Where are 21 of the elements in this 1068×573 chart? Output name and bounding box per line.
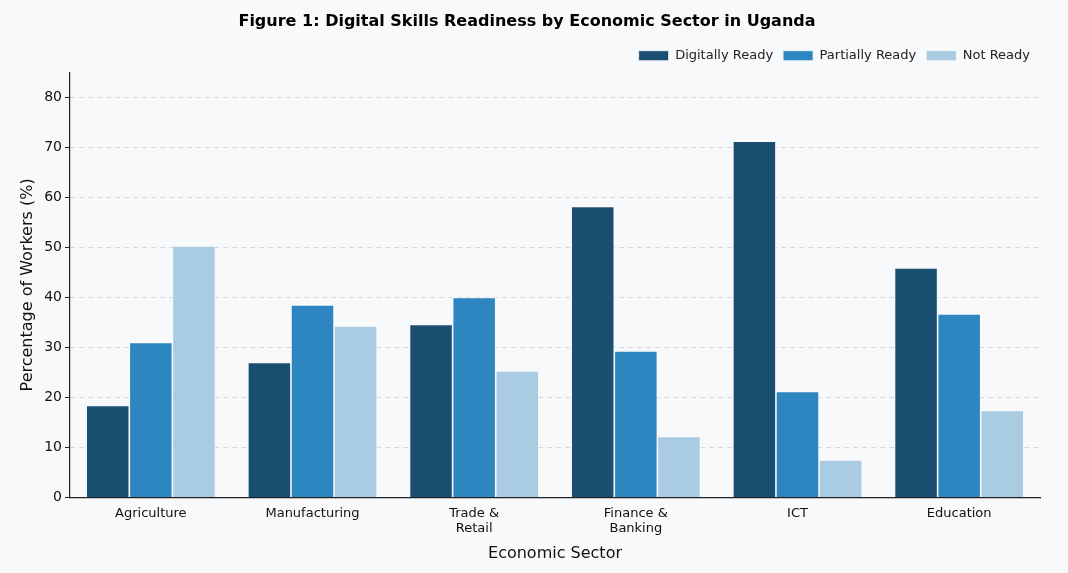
x-tick-label: Finance & Banking	[603, 504, 668, 536]
y-tick-label: 60	[44, 187, 63, 204]
y-tick-label: 50	[44, 238, 63, 255]
x-axis-title: Economic Sector	[488, 542, 623, 562]
chart-title: Figure 1: Digital Skills Readiness by Economic Sector in Uganda	[238, 10, 816, 30]
legend-label: Partially Ready	[819, 47, 917, 63]
x-tick-label: Agriculture	[115, 504, 187, 520]
legend-label: Digitally Ready	[675, 47, 774, 63]
y-axis-title: Percentage of Workers (%)	[16, 178, 36, 392]
y-tick-label: 80	[44, 87, 63, 104]
y-tick-label: 30	[44, 338, 63, 355]
y-tick-label: 40	[44, 288, 63, 305]
x-tick-label: Education	[926, 504, 992, 520]
y-tick-label: 70	[44, 137, 63, 154]
y-tick-label: 10	[44, 438, 63, 455]
legend-label: Not Ready	[962, 47, 1031, 63]
x-tick-label: Manufacturing	[265, 504, 360, 520]
x-tick-label: ICT	[787, 504, 808, 520]
y-tick-label: 20	[44, 388, 63, 405]
y-tick-label: 0	[53, 488, 63, 505]
x-tick-label: Trade & Retail	[448, 504, 500, 536]
